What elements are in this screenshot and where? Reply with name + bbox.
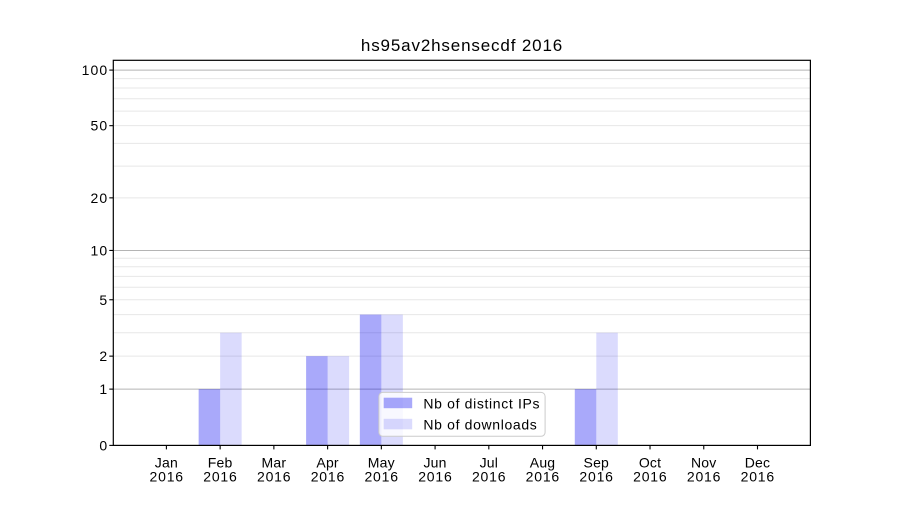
svg-text:2016: 2016 xyxy=(579,469,613,485)
svg-text:Jan: Jan xyxy=(155,455,178,471)
svg-text:1: 1 xyxy=(99,381,108,397)
svg-text:2016: 2016 xyxy=(150,469,184,485)
svg-text:100: 100 xyxy=(82,62,109,78)
svg-text:Dec: Dec xyxy=(745,455,771,471)
svg-text:2016: 2016 xyxy=(311,469,345,485)
svg-text:2016: 2016 xyxy=(203,469,237,485)
svg-text:2: 2 xyxy=(99,348,108,364)
svg-text:Feb: Feb xyxy=(208,455,233,471)
svg-text:2016: 2016 xyxy=(687,469,721,485)
svg-text:Oct: Oct xyxy=(639,455,661,471)
svg-text:0: 0 xyxy=(99,437,108,453)
svg-text:Jun: Jun xyxy=(423,455,446,471)
svg-text:Nb of downloads: Nb of downloads xyxy=(423,417,537,433)
svg-text:50: 50 xyxy=(91,118,109,134)
svg-text:10: 10 xyxy=(91,242,109,258)
svg-text:2016: 2016 xyxy=(257,469,291,485)
svg-text:Mar: Mar xyxy=(262,455,287,471)
svg-text:May: May xyxy=(368,455,395,471)
svg-text:20: 20 xyxy=(91,190,109,206)
svg-text:2016: 2016 xyxy=(633,469,667,485)
svg-text:2016: 2016 xyxy=(472,469,506,485)
svg-text:hs95av2hsensecdf 2016: hs95av2hsensecdf 2016 xyxy=(361,36,563,55)
svg-text:Sep: Sep xyxy=(584,455,610,471)
svg-text:2016: 2016 xyxy=(364,469,398,485)
svg-text:Aug: Aug xyxy=(530,455,556,471)
svg-text:2016: 2016 xyxy=(526,469,560,485)
svg-text:Jul: Jul xyxy=(480,455,499,471)
svg-text:Nb of distinct IPs: Nb of distinct IPs xyxy=(423,396,540,412)
svg-text:5: 5 xyxy=(99,292,108,308)
svg-text:2016: 2016 xyxy=(741,469,775,485)
svg-text:Nov: Nov xyxy=(691,455,717,471)
svg-text:2016: 2016 xyxy=(418,469,452,485)
svg-text:Apr: Apr xyxy=(316,455,339,471)
